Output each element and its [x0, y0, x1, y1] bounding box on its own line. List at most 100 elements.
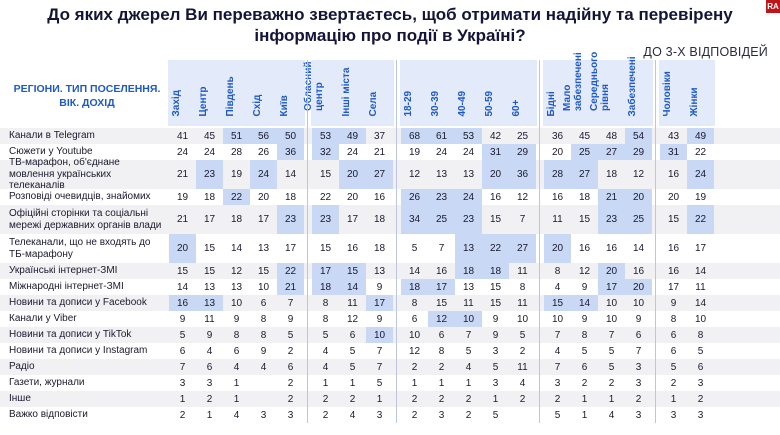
column-header: Жінки [687, 60, 713, 126]
table-cell: 15 [203, 243, 216, 254]
table-cell: 7 [554, 361, 561, 373]
table-cell: 4 [554, 281, 561, 293]
table-cell: 5 [349, 345, 356, 357]
table-cell: 8 [581, 329, 588, 341]
row-header-line-1: РЕГІОНИ. ТИП ПОСЕЛЕННЯ. [13, 83, 161, 95]
table-cell: 24 [176, 146, 189, 158]
table-cell: 11 [347, 297, 358, 309]
row-header-line-2: ВІК. ДОХІД [59, 97, 115, 109]
table-cell: 1 [376, 393, 383, 405]
table-row: Офіційні сторінки та соціальні мережі де… [0, 205, 780, 234]
table-cell: 1 [233, 377, 240, 389]
group-separator [396, 60, 397, 423]
table-cell: 3 [376, 409, 383, 421]
table-cell: 17 [257, 214, 270, 225]
table-cell: 24 [462, 146, 475, 158]
table-cell: 13 [462, 281, 475, 293]
table-cell: 61 [428, 128, 455, 144]
column-header-text: 60+ [511, 99, 522, 117]
table-cell: 15 [339, 263, 366, 279]
table-cell: 8 [260, 329, 267, 341]
table-cell: 2 [287, 393, 294, 405]
title-line-1: До яких джерел Ви переважно звертаєтесь,… [47, 5, 733, 24]
table-cell: 3 [635, 377, 642, 389]
table-row: Інше 1 2 1 2 2 2 1 2 2 2 1 2 2 1 1 2 1 2 [0, 391, 780, 407]
table-cell: 34 [401, 205, 428, 234]
column-header: 40-49 [455, 60, 481, 126]
table-cell: 11 [463, 297, 474, 309]
table-cell: 2 [670, 377, 677, 389]
table-cell: 22 [319, 191, 332, 203]
table-cell: 10 [694, 313, 707, 325]
table-cell: 7 [287, 297, 294, 309]
column-header-text: Південь [225, 76, 236, 117]
table-cell: 27 [366, 160, 393, 189]
table-row: Телеканали, що не входять до ТБ-марафону… [0, 234, 780, 263]
table-cell: 8 [233, 329, 240, 341]
table-cell: 21 [598, 189, 625, 205]
table-cell: 1 [438, 377, 445, 389]
table-cell: 20 [551, 146, 564, 158]
table-cell: 24 [687, 160, 714, 189]
table-cell: 17 [312, 263, 339, 279]
table-cell: 6 [635, 329, 642, 341]
table-cell: 15 [667, 214, 680, 225]
table-cell: 15 [203, 265, 216, 277]
table-cell: 21 [373, 146, 386, 158]
table-cell: 1 [206, 409, 213, 421]
table-cell: 3 [287, 409, 294, 421]
table-cell: 20 [169, 234, 196, 263]
table-cell: 11 [517, 265, 528, 277]
table-cell: 9 [670, 297, 677, 309]
table-cell: 10 [605, 297, 618, 309]
table-cell: 1 [581, 393, 588, 405]
table-cell: 17 [346, 214, 359, 225]
table-cell: 1 [670, 393, 677, 405]
table-cell: 4 [260, 361, 267, 373]
table-cell: 32 [312, 144, 339, 160]
column-header: 50-59 [482, 60, 508, 126]
table-cell: 5 [349, 361, 356, 373]
table-cell: 3 [554, 377, 561, 389]
table-cell: 10 [516, 313, 529, 325]
table-cell: 9 [233, 313, 240, 325]
table-cell: 15 [489, 214, 502, 225]
table-cell: 2 [438, 361, 445, 373]
table-cell: 24 [250, 160, 277, 189]
table-cell: 4 [465, 361, 472, 373]
table-cell: 2 [411, 361, 418, 373]
table-row: Новини та дописи у Instagram 6 4 6 9 2 4 5 7 12 8 5… [0, 343, 780, 359]
table-cell: 5 [411, 243, 418, 254]
table-cell: 16 [605, 243, 618, 254]
table-cell: 12 [230, 265, 243, 277]
table-cell: 13 [230, 281, 243, 293]
table-cell: 9 [206, 329, 213, 341]
table-cell: 6 [233, 345, 240, 357]
table-cell: 18 [203, 191, 216, 203]
table-cell: 15 [544, 295, 571, 311]
table-cell: 10 [551, 313, 564, 325]
table-cell: 4 [554, 345, 561, 357]
table-cell: 15 [435, 297, 448, 309]
table-cell: 3 [492, 377, 499, 389]
table-cell: 8 [554, 265, 561, 277]
table-cell: 20 [257, 191, 270, 203]
table-cell: 6 [349, 329, 356, 341]
table-cell: 22 [223, 189, 250, 205]
table-cell: 15 [489, 297, 502, 309]
table-cell: 3 [697, 409, 704, 421]
row-label: Телеканали, що не входять до ТБ-марафону [9, 237, 151, 260]
table-cell: 6 [670, 329, 677, 341]
table-cell: 6 [438, 329, 445, 341]
table-cell: 28 [230, 146, 243, 158]
group-separator [307, 60, 308, 423]
column-header-text: Захід [171, 89, 182, 117]
table-cell: 16 [169, 295, 196, 311]
table-cell: 17 [694, 243, 707, 254]
table-cell: 2 [411, 409, 418, 421]
table-cell: 5 [608, 361, 615, 373]
table-cell: 2 [438, 393, 445, 405]
column-header-text: Схід [252, 94, 263, 117]
column-header: 18-29 [401, 60, 427, 126]
table-cell: 18 [284, 191, 297, 203]
